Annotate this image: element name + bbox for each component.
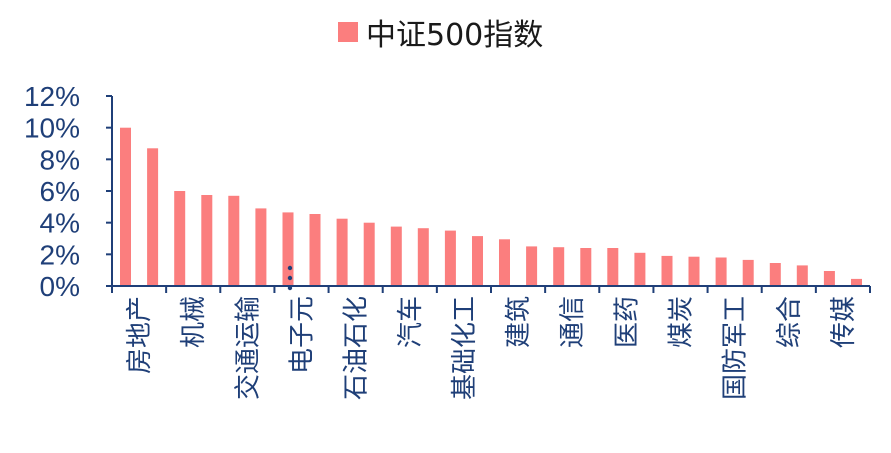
y-tick-label: 4% — [40, 208, 80, 239]
x-tick-label: 医药 — [612, 296, 642, 348]
bar — [580, 248, 592, 286]
bar — [688, 256, 700, 286]
marker-dot — [287, 275, 293, 281]
y-tick-label: 8% — [40, 144, 80, 175]
y-tick-label: 6% — [40, 176, 80, 207]
bar — [120, 127, 131, 286]
bar — [417, 228, 429, 286]
bar — [147, 148, 159, 287]
x-tick-label: 传媒 — [829, 296, 859, 348]
bar — [851, 278, 862, 286]
bar — [823, 271, 835, 286]
bar — [472, 236, 483, 286]
y-tick-label: 0% — [40, 271, 80, 302]
x-tick-label: 电子元 — [288, 296, 318, 374]
y-tick-label: 12% — [24, 81, 80, 112]
x-tick-label: 国防军工 — [721, 296, 751, 400]
y-axis: 0%2%4%6%8%10%12% — [24, 81, 113, 302]
bar — [228, 195, 240, 287]
x-axis: 房地产 机械 交通运输 电子元 石油石化 汽车 基础化工 建筑 通信 医药 煤炭 国防军工 综合 传媒 — [111, 285, 871, 400]
x-tick-label: 建筑 — [504, 296, 534, 348]
bar — [526, 246, 538, 286]
x-tick-label: 房地产 — [125, 296, 155, 374]
bar — [661, 255, 673, 286]
bar — [796, 265, 808, 286]
bar — [336, 218, 348, 286]
bar — [390, 226, 402, 286]
bar — [201, 195, 213, 286]
bar — [174, 191, 186, 286]
x-tick-label: 机械 — [179, 296, 209, 348]
bar — [715, 257, 727, 286]
bar — [769, 263, 781, 286]
legend-label: 中证500指数 — [366, 18, 544, 53]
bar — [282, 212, 294, 286]
bar — [309, 214, 321, 286]
x-tick-label: 汽车 — [396, 296, 426, 348]
bar-series — [120, 127, 862, 287]
bar — [607, 248, 619, 286]
x-tick-label: 基础化工 — [450, 296, 480, 400]
bar — [444, 230, 456, 286]
marker-dot — [287, 285, 293, 291]
x-tick-label: 煤炭 — [667, 296, 697, 348]
bar — [255, 208, 267, 286]
x-tick-label: 通信 — [558, 296, 588, 348]
x-tick-label: 石油石化 — [342, 296, 372, 400]
x-tick-label: 综合 — [775, 296, 805, 348]
chart-legend: 中证500指数 — [338, 12, 544, 53]
y-tick-label: 2% — [40, 239, 80, 270]
x-tick-label: 交通运输 — [233, 296, 263, 400]
bar — [742, 259, 754, 286]
marker-dot — [287, 265, 293, 271]
legend-swatch — [338, 22, 358, 42]
y-tick-label: 10% — [24, 113, 80, 144]
bar — [553, 247, 565, 286]
bar — [363, 222, 375, 286]
bar — [634, 252, 646, 287]
bar — [499, 239, 510, 286]
dotted-marker — [287, 265, 293, 291]
